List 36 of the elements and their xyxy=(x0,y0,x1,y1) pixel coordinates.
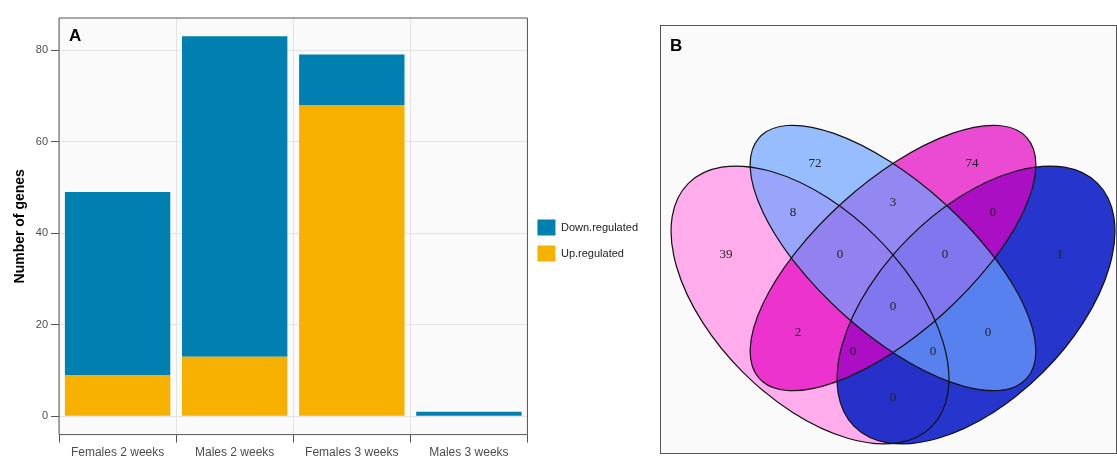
bar xyxy=(299,104,405,416)
x-tick-label: Males 3 weeks xyxy=(429,445,509,460)
x-tick-label: Males 2 weeks xyxy=(195,445,275,460)
y-tick-label: 0 xyxy=(41,409,49,422)
text: A xyxy=(69,26,82,46)
x-tick-label: Females 3 weeks xyxy=(305,445,399,460)
y-tick-label: 60 xyxy=(35,134,49,147)
text: 0 xyxy=(889,297,897,313)
y-tick-label: 80 xyxy=(35,43,49,56)
y-axis-title: Number of genes xyxy=(11,168,28,284)
text: 2 xyxy=(794,323,802,339)
legend-label: Down.regulated xyxy=(560,220,639,233)
text: 1 xyxy=(1056,245,1064,261)
text: 39 xyxy=(719,245,733,261)
text: 0 xyxy=(836,245,844,261)
y-tick-label: 40 xyxy=(35,226,49,239)
legend-label: Up.regulated xyxy=(560,246,624,259)
bar xyxy=(299,54,405,105)
text: 74 xyxy=(965,154,979,170)
text: 0 xyxy=(849,342,857,358)
text: B xyxy=(670,36,683,55)
bar xyxy=(64,191,171,376)
bar xyxy=(182,36,288,357)
text: 0 xyxy=(941,245,949,261)
bar xyxy=(416,411,522,416)
bar xyxy=(182,356,288,416)
text: 0 xyxy=(984,323,992,339)
text: 3 xyxy=(889,193,897,209)
text: 72 xyxy=(808,154,822,170)
bar xyxy=(64,375,171,416)
y-tick-label: 20 xyxy=(35,317,49,330)
x-tick-label: Females 2 weeks xyxy=(70,445,165,460)
text: 0 xyxy=(889,388,897,404)
text: 0 xyxy=(989,203,997,219)
text: 0 xyxy=(929,342,937,358)
text: 8 xyxy=(789,203,797,219)
